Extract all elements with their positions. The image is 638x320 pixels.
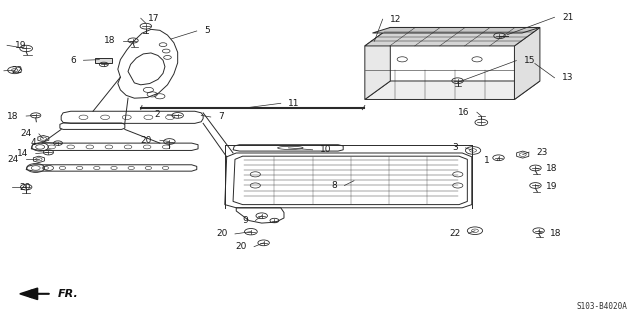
Text: 5: 5 <box>204 27 210 36</box>
Text: 2: 2 <box>154 110 160 119</box>
Text: 16: 16 <box>457 108 469 117</box>
Text: 17: 17 <box>149 14 160 23</box>
Text: 19: 19 <box>546 182 558 191</box>
Text: 8: 8 <box>331 181 337 190</box>
Polygon shape <box>95 58 112 63</box>
Text: 7: 7 <box>218 113 224 122</box>
Text: 10: 10 <box>320 145 332 154</box>
Polygon shape <box>365 28 540 46</box>
Text: 3: 3 <box>452 143 458 152</box>
Text: 20: 20 <box>20 183 31 192</box>
Polygon shape <box>373 28 540 33</box>
Polygon shape <box>365 81 540 100</box>
Text: 24: 24 <box>7 155 19 164</box>
Text: 23: 23 <box>537 148 548 156</box>
Text: 12: 12 <box>390 15 402 24</box>
Text: 9: 9 <box>242 216 248 225</box>
Text: 22: 22 <box>450 229 461 238</box>
Text: 6: 6 <box>70 56 76 65</box>
Text: S103-B4020A: S103-B4020A <box>577 302 628 311</box>
Text: 18: 18 <box>546 164 558 173</box>
Text: 15: 15 <box>524 56 535 65</box>
Text: 24: 24 <box>20 129 31 138</box>
Text: 11: 11 <box>288 99 300 108</box>
Text: 18: 18 <box>104 36 115 45</box>
Text: 22: 22 <box>11 66 23 75</box>
Text: 4: 4 <box>31 138 36 147</box>
Text: 1: 1 <box>484 156 489 165</box>
Text: FR.: FR. <box>58 289 78 299</box>
Text: 21: 21 <box>562 13 574 22</box>
Polygon shape <box>365 28 390 100</box>
Text: 18: 18 <box>549 229 561 238</box>
Text: 13: 13 <box>562 73 574 82</box>
Text: 20: 20 <box>216 229 227 238</box>
Text: 18: 18 <box>7 112 19 121</box>
Text: 20: 20 <box>235 242 246 251</box>
Polygon shape <box>514 28 540 100</box>
Text: 19: 19 <box>15 41 26 50</box>
Text: 20: 20 <box>141 136 152 145</box>
Text: 14: 14 <box>17 149 28 158</box>
Polygon shape <box>20 288 38 300</box>
